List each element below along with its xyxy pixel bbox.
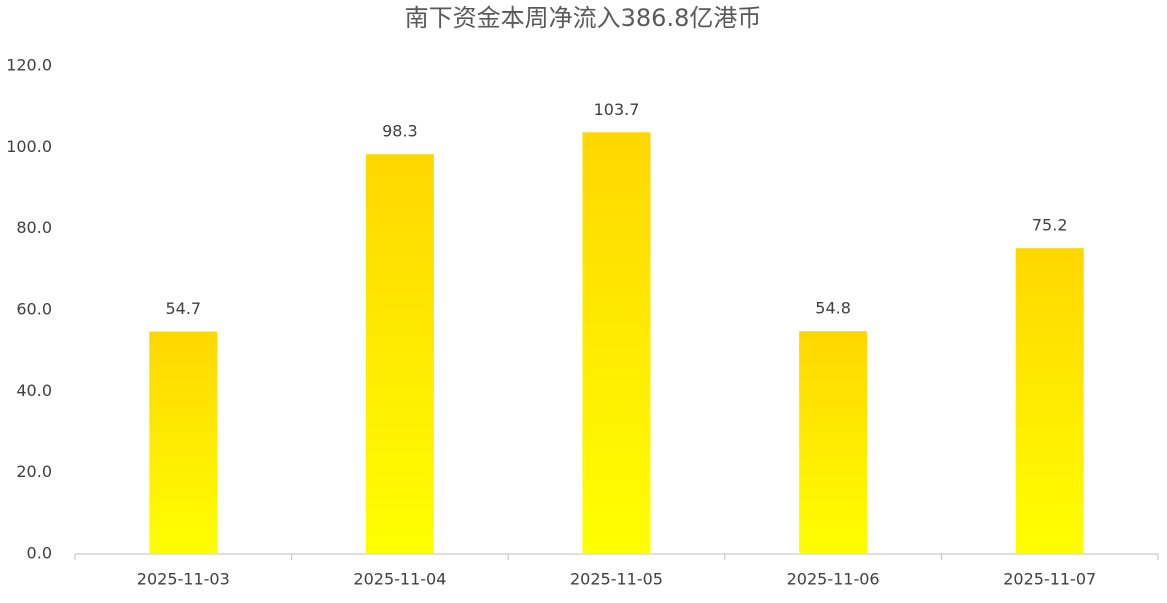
x-tick-label: 2025-11-05 — [570, 570, 663, 589]
chart-title: 南下资金本周净流入386.8亿港币 — [405, 4, 762, 32]
value-label: 54.8 — [815, 299, 851, 318]
bar — [799, 331, 868, 554]
y-tick-label: 80.0 — [16, 218, 52, 237]
y-tick-label: 40.0 — [16, 381, 52, 400]
y-tick-label: 20.0 — [16, 462, 52, 481]
y-tick-label: 0.0 — [27, 544, 52, 563]
y-tick-label: 100.0 — [6, 137, 52, 156]
value-label: 98.3 — [382, 122, 418, 141]
y-tick-label: 120.0 — [6, 56, 52, 75]
x-tick-label: 2025-11-03 — [137, 570, 230, 589]
bar — [582, 132, 651, 554]
value-label: 103.7 — [594, 100, 640, 119]
x-tick-label: 2025-11-06 — [787, 570, 880, 589]
bar — [149, 331, 218, 554]
x-tick-label: 2025-11-07 — [1003, 570, 1096, 589]
value-label: 75.2 — [1032, 216, 1068, 235]
value-label: 54.7 — [165, 299, 201, 318]
x-tick-label: 2025-11-04 — [353, 570, 446, 589]
bar — [1015, 248, 1084, 555]
y-tick-label: 60.0 — [16, 300, 52, 319]
bar — [365, 154, 434, 554]
